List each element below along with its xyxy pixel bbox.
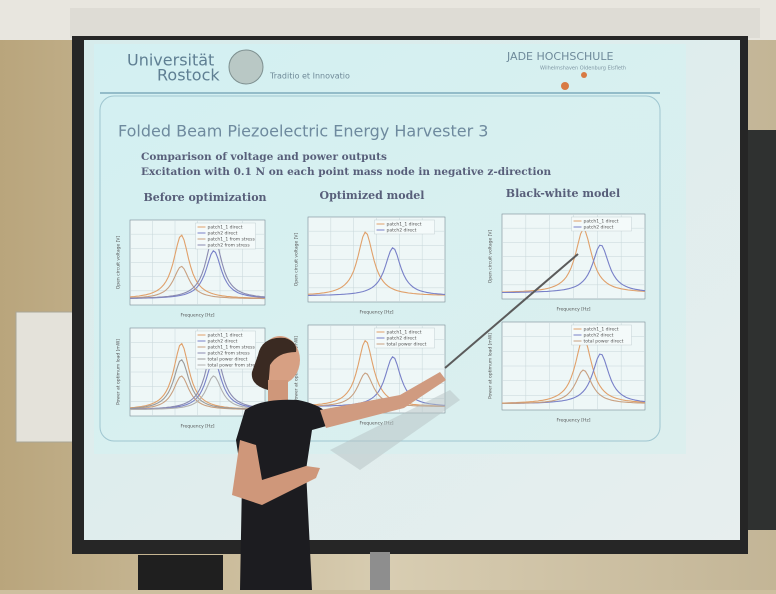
y-axis-label: Power at optimum load [mW] bbox=[488, 333, 494, 399]
x-axis-label: Frequency [Hz] bbox=[181, 424, 215, 430]
legend-entry: patch2 from stress bbox=[208, 351, 251, 357]
legend-entry: patch2 direct bbox=[387, 336, 417, 342]
legend-entry: patch2 from stress bbox=[208, 243, 251, 249]
legend-entry: total power direct bbox=[387, 342, 427, 348]
y-axis-label: Open circuit voltage [V] bbox=[294, 232, 300, 286]
uni-seal bbox=[229, 50, 263, 84]
column-heading: Before optimization bbox=[143, 191, 266, 204]
legend-entry: total power direct bbox=[584, 339, 624, 345]
x-axis-label: Frequency [Hz] bbox=[557, 418, 591, 424]
legend-entry: patch1_1 from stress bbox=[208, 345, 256, 351]
board bbox=[748, 130, 776, 530]
neck bbox=[268, 380, 288, 402]
legend-entry: patch1_1 direct bbox=[208, 225, 243, 231]
slide-title: Folded Beam Piezoelectric Energy Harvest… bbox=[118, 122, 488, 141]
x-axis-label: Frequency [Hz] bbox=[181, 313, 215, 319]
x-axis-label: Frequency [Hz] bbox=[360, 310, 394, 316]
uni-name: Rostock bbox=[157, 66, 220, 85]
jade-dot bbox=[581, 72, 587, 78]
legend-entry: patch2 direct bbox=[208, 339, 238, 345]
legend-entry: patch1_1 direct bbox=[208, 333, 243, 339]
legend-entry: patch1_1 direct bbox=[584, 327, 619, 333]
uni-motto: Traditio et Innovatio bbox=[269, 72, 350, 81]
y-axis-label: Open circuit voltage [V] bbox=[488, 229, 494, 283]
legend-entry: patch2 direct bbox=[584, 333, 614, 339]
slide-subtitle: Comparison of voltage and power outputs bbox=[141, 151, 387, 163]
legend-entry: patch1_1 direct bbox=[387, 222, 422, 228]
column-heading: Optimized model bbox=[320, 189, 425, 202]
wall-box bbox=[16, 312, 76, 442]
y-axis-label: Open circuit voltage [V] bbox=[116, 235, 122, 289]
legend-entry: total power from stress bbox=[208, 363, 261, 369]
desk-object bbox=[138, 555, 223, 590]
legend-entry: patch2 direct bbox=[387, 228, 417, 234]
column-heading: Black-white model bbox=[506, 187, 620, 200]
photo: Universität Rostock Traditio et Innovati… bbox=[0, 0, 776, 590]
screen-housing bbox=[70, 8, 760, 38]
legend-entry: patch1_1 from stress bbox=[208, 237, 256, 243]
jade-dot bbox=[561, 82, 569, 90]
legend-entry: patch1_1 direct bbox=[584, 219, 619, 225]
legend-entry: total power direct bbox=[208, 357, 248, 363]
legend-entry: patch2 direct bbox=[584, 225, 614, 231]
jade-subtitle: Wilhelmshaven Oldenburg Elsfleth bbox=[540, 66, 626, 72]
slide-subtitle: Excitation with 0.1 N on each point mass… bbox=[141, 166, 552, 178]
x-axis-label: Frequency [Hz] bbox=[557, 307, 591, 313]
legend-entry: patch2 direct bbox=[208, 231, 238, 237]
jade-name: JADE HOCHSCHULE bbox=[506, 50, 613, 63]
y-axis-label: Power at optimum load [mW] bbox=[116, 339, 122, 405]
stand bbox=[370, 552, 390, 590]
legend-entry: patch1_1 direct bbox=[387, 330, 422, 336]
header-rule bbox=[100, 92, 660, 94]
